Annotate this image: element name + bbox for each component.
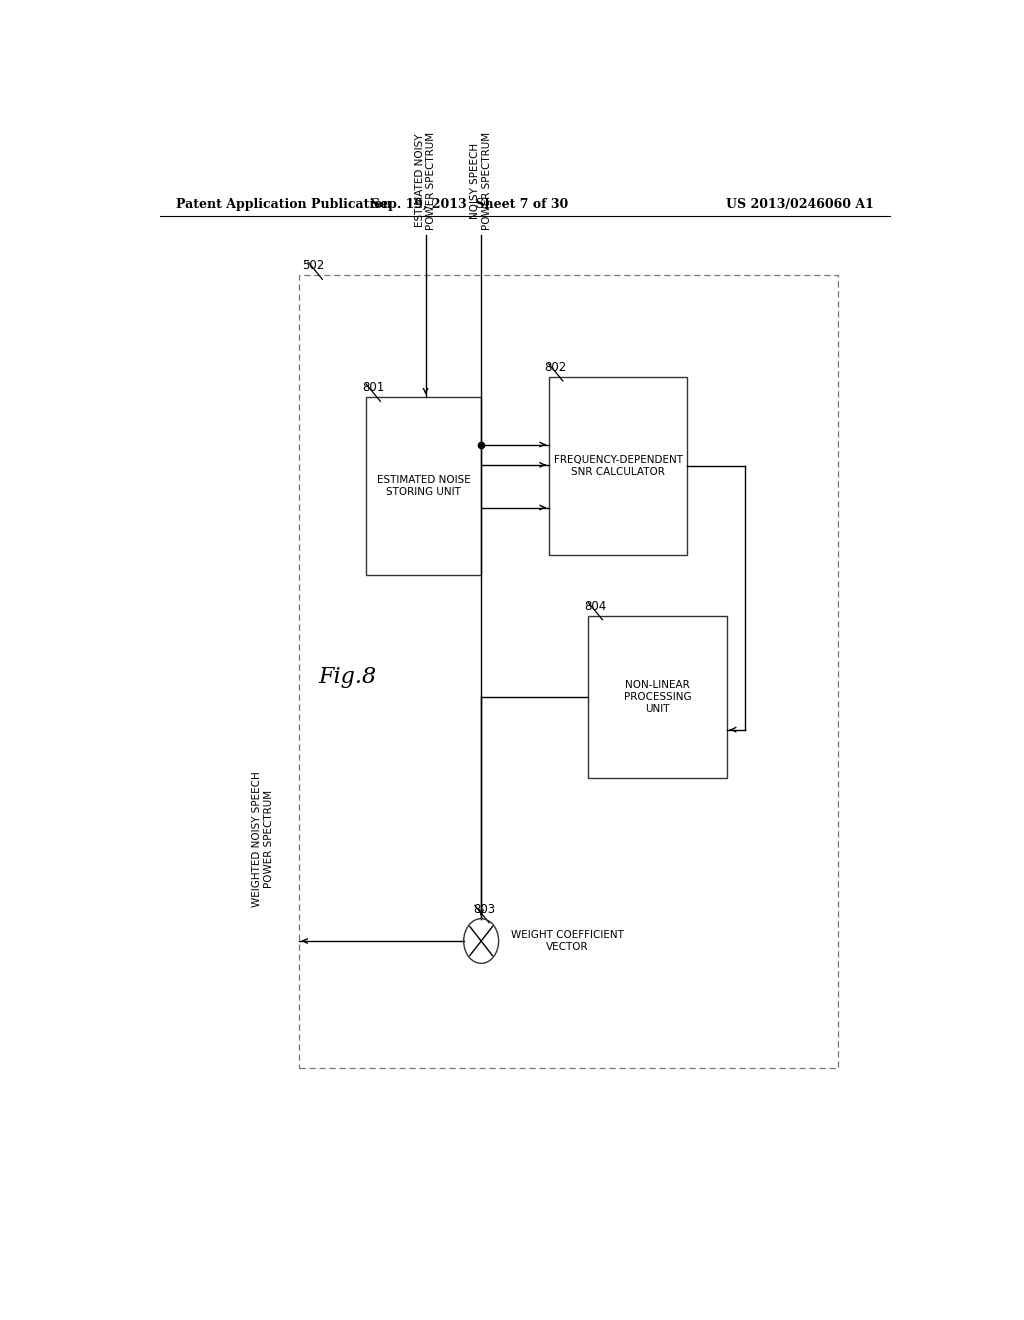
Text: ESTIMATED NOISY
POWER SPECTRUM: ESTIMATED NOISY POWER SPECTRUM [415,132,436,230]
Text: NON-LINEAR
PROCESSING
UNIT: NON-LINEAR PROCESSING UNIT [624,681,691,714]
Bar [299,276,839,1068]
Text: FREQUENCY-DEPENDENT
SNR CALCULATOR: FREQUENCY-DEPENDENT SNR CALCULATOR [554,455,683,477]
Text: WEIGHT COEFFICIENT
VECTOR: WEIGHT COEFFICIENT VECTOR [511,931,624,952]
Text: WEIGHTED NOISY SPEECH
POWER SPECTRUM: WEIGHTED NOISY SPEECH POWER SPECTRUM [252,771,273,907]
Text: 801: 801 [362,381,384,395]
Text: 803: 803 [473,903,496,916]
Text: 802: 802 [545,360,567,374]
Bar [588,615,727,779]
Text: 502: 502 [303,259,325,272]
Text: ESTIMATED NOISE
STORING UNIT: ESTIMATED NOISE STORING UNIT [377,475,470,498]
Text: NOISY SPEECH
POWER SPECTRUM: NOISY SPEECH POWER SPECTRUM [470,132,492,230]
Text: Fig.8: Fig.8 [318,665,377,688]
Bar [549,378,687,554]
Bar [367,397,481,576]
Text: Sep. 19, 2013  Sheet 7 of 30: Sep. 19, 2013 Sheet 7 of 30 [371,198,568,211]
Text: 804: 804 [585,599,606,612]
Text: US 2013/0246060 A1: US 2013/0246060 A1 [726,198,873,211]
Text: Patent Application Publication: Patent Application Publication [176,198,391,211]
